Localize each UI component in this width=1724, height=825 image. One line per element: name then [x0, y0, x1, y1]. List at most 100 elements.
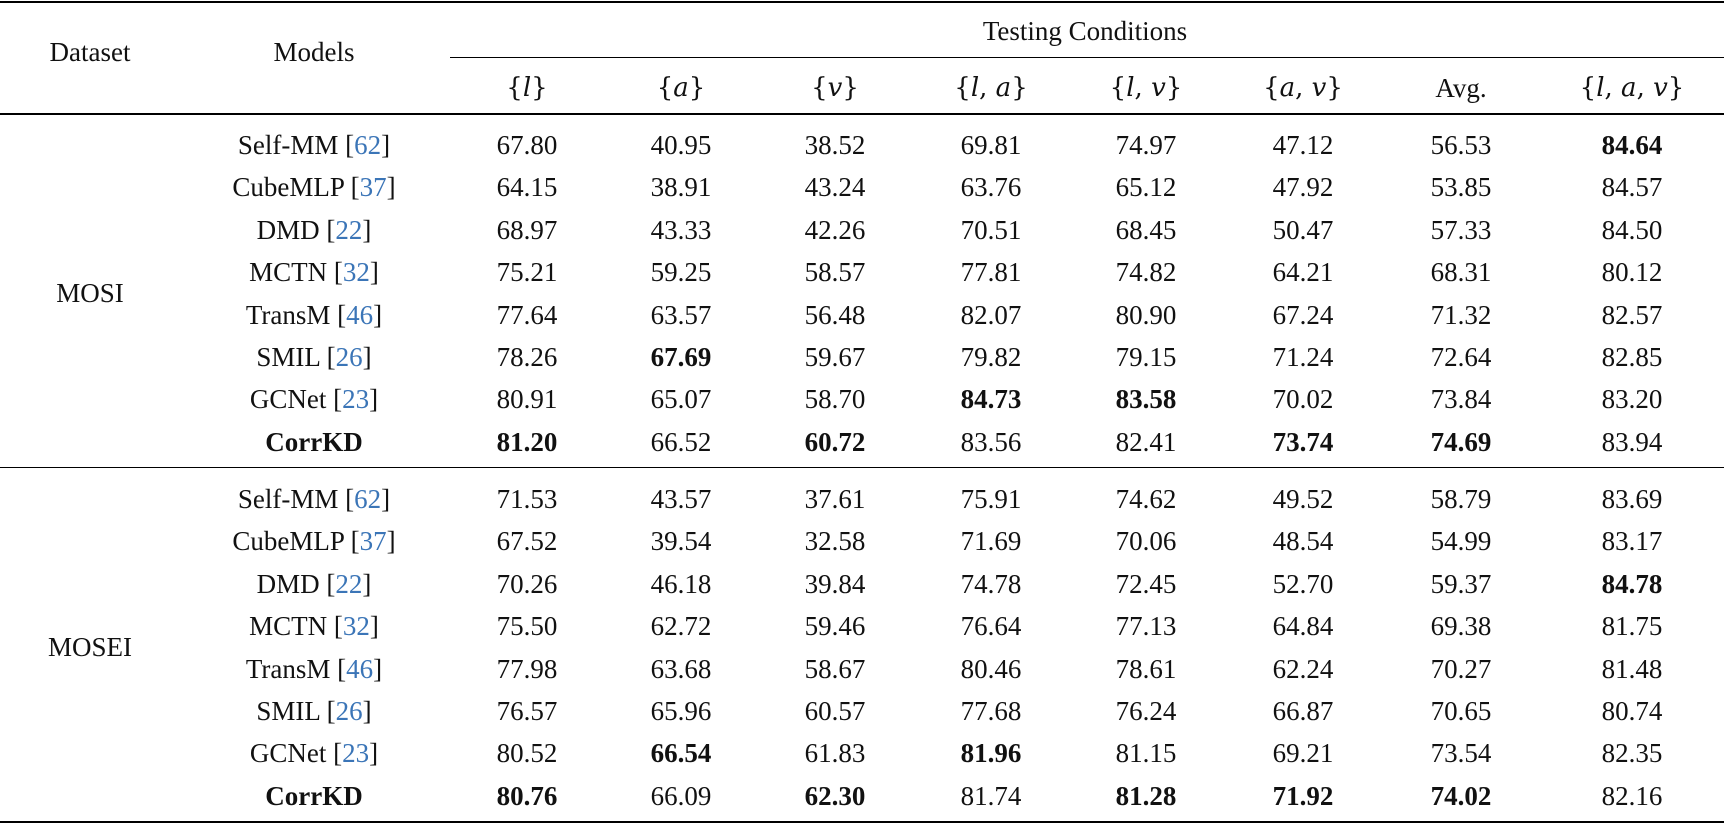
- citation-link[interactable]: 26: [335, 342, 363, 372]
- value-cell: 72.64: [1430, 342, 1492, 372]
- value-cell: 81.20: [496, 426, 558, 457]
- value-cell: 69.38: [1430, 611, 1492, 642]
- value-cell: 82.16: [1601, 780, 1663, 811]
- value-cell: 58.57: [804, 257, 866, 288]
- value-cell: 80.74: [1601, 696, 1663, 726]
- value-cell: 83.20: [1601, 384, 1663, 415]
- model-name: MCTN [32]: [249, 257, 379, 288]
- value-cell: 56.48: [804, 299, 866, 330]
- model-label: DMD: [256, 568, 320, 599]
- value-cell: 64.21: [1272, 257, 1334, 288]
- value-cell: 57.33: [1430, 214, 1492, 245]
- value-cell: 38.91: [650, 172, 712, 203]
- value-cell: 74.69: [1430, 426, 1492, 457]
- value-cell: 67.52: [496, 526, 558, 557]
- value-cell: 80.91: [496, 384, 558, 415]
- model-name: SMIL [26]: [256, 342, 372, 372]
- citation-link[interactable]: 46: [346, 653, 374, 684]
- column-header: {a, v}: [1263, 73, 1343, 103]
- column-header: Avg.: [1435, 73, 1487, 103]
- citation-link[interactable]: 23: [342, 738, 370, 769]
- citation-link[interactable]: 32: [342, 611, 370, 642]
- value-cell: 74.97: [1115, 130, 1177, 160]
- value-cell: 66.87: [1272, 696, 1334, 726]
- column-header: {l, v}: [1109, 73, 1183, 103]
- model-label: TransM: [245, 299, 331, 330]
- citation-link[interactable]: 37: [359, 172, 387, 203]
- model-label: DMD: [256, 214, 320, 245]
- model-label: Self-MM: [237, 484, 339, 514]
- dataset-label: MOSI: [56, 278, 124, 309]
- value-cell: 71.53: [496, 484, 558, 514]
- column-header: {v}: [811, 73, 859, 103]
- value-cell: 62.24: [1272, 653, 1334, 684]
- value-cell: 70.06: [1115, 526, 1177, 557]
- value-cell: 59.25: [650, 257, 712, 288]
- citation-link[interactable]: 23: [342, 384, 370, 415]
- citation-link[interactable]: 62: [354, 130, 382, 160]
- model-name: TransM [46]: [245, 299, 383, 330]
- model-name: Self-MM [62]: [237, 130, 391, 160]
- model-name: GCNet [23]: [249, 738, 379, 769]
- value-cell: 60.57: [804, 696, 866, 726]
- citation-link[interactable]: 32: [342, 257, 370, 288]
- value-cell: 76.24: [1115, 696, 1177, 726]
- column-header: {l}: [506, 73, 548, 103]
- value-cell: 71.24: [1272, 342, 1334, 372]
- value-cell: 66.09: [650, 780, 712, 811]
- value-cell: 65.12: [1115, 172, 1177, 203]
- value-cell: 38.52: [804, 130, 866, 160]
- citation-link[interactable]: 37: [359, 526, 387, 557]
- header-testing-conditions: Testing Conditions: [982, 16, 1188, 46]
- model-label: TransM: [245, 653, 331, 684]
- value-cell: 84.50: [1601, 214, 1663, 245]
- citation-link[interactable]: 22: [335, 214, 363, 245]
- value-cell: 59.37: [1430, 568, 1492, 599]
- value-cell: 82.41: [1115, 426, 1177, 457]
- value-cell: 70.51: [960, 214, 1022, 245]
- value-cell: 67.24: [1272, 299, 1334, 330]
- dataset-label: MOSEI: [47, 632, 133, 663]
- value-cell: 74.62: [1115, 484, 1177, 514]
- model-name: DMD [22]: [256, 214, 372, 245]
- value-cell: 82.35: [1601, 738, 1663, 769]
- value-cell: 68.97: [496, 214, 558, 245]
- value-cell: 49.52: [1272, 484, 1334, 514]
- model-label: CorrKD: [265, 780, 363, 811]
- value-cell: 47.12: [1272, 130, 1334, 160]
- model-name: GCNet [23]: [249, 384, 379, 415]
- value-cell: 77.98: [496, 653, 558, 684]
- model-name: DMD [22]: [256, 568, 372, 599]
- value-cell: 59.67: [804, 342, 866, 372]
- value-cell: 76.57: [496, 696, 558, 726]
- value-cell: 46.18: [650, 568, 712, 599]
- column-header: {l, a}: [954, 73, 1028, 103]
- model-name: CubeMLP [37]: [232, 526, 396, 557]
- value-cell: 81.48: [1601, 653, 1663, 684]
- value-cell: 32.58: [804, 526, 866, 557]
- model-label: MCTN: [249, 611, 328, 642]
- value-cell: 83.56: [960, 426, 1022, 457]
- value-cell: 66.52: [650, 426, 712, 457]
- value-cell: 54.99: [1430, 526, 1492, 557]
- model-label: SMIL: [256, 342, 320, 372]
- value-cell: 77.68: [960, 696, 1022, 726]
- model-label: Self-MM: [237, 130, 339, 160]
- citation-link[interactable]: 22: [335, 568, 363, 599]
- citation-link[interactable]: 26: [335, 696, 363, 726]
- value-cell: 56.53: [1430, 130, 1492, 160]
- header-models: Models: [273, 37, 355, 67]
- value-cell: 79.82: [960, 342, 1022, 372]
- value-cell: 70.65: [1430, 696, 1492, 726]
- citation-link[interactable]: 62: [354, 484, 382, 514]
- value-cell: 68.45: [1115, 214, 1177, 245]
- value-cell: 43.33: [650, 214, 712, 245]
- value-cell: 80.12: [1601, 257, 1663, 288]
- value-cell: 81.75: [1601, 611, 1663, 642]
- model-label: CubeMLP: [232, 526, 344, 557]
- value-cell: 81.15: [1115, 738, 1177, 769]
- value-cell: 65.96: [650, 696, 712, 726]
- top-rule: [0, 1, 1724, 3]
- model-label: SMIL: [256, 696, 320, 726]
- citation-link[interactable]: 46: [346, 299, 374, 330]
